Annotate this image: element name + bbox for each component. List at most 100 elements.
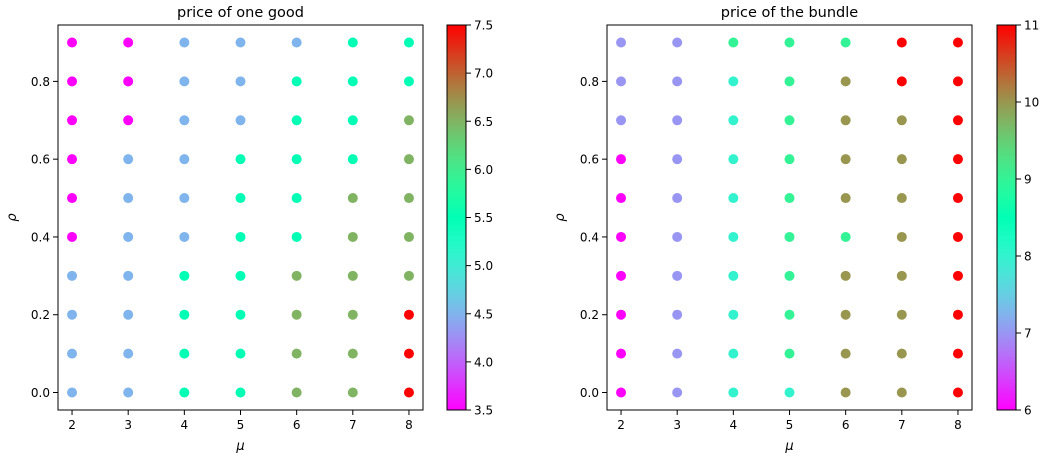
y-tick-label: 0.4 xyxy=(31,230,50,244)
chart-price-bundle: price of the bundle 2 3 4 5 6 7 8 0.0 0.2 0.4 0.6 0… xyxy=(553,5,1039,454)
y-tick-label: 0.0 xyxy=(580,386,599,400)
scatter-point xyxy=(672,193,683,204)
x-tick-label: 8 xyxy=(405,418,413,432)
scatter-point xyxy=(235,387,246,398)
scatter-point xyxy=(347,154,358,165)
scatter-point xyxy=(235,154,246,165)
scatter-point xyxy=(179,37,190,48)
colorbar-tick-label: 4.5 xyxy=(474,307,493,321)
scatter-point xyxy=(784,193,795,204)
x-tick-label: 5 xyxy=(237,418,245,432)
scatter-point xyxy=(347,76,358,87)
scatter-point xyxy=(67,115,78,126)
y-tick-label: 0.2 xyxy=(31,308,50,322)
scatter-point xyxy=(291,270,302,281)
scatter-point xyxy=(616,348,627,359)
scatter-point xyxy=(952,37,963,48)
scatter-point xyxy=(840,37,851,48)
scatter-point xyxy=(840,348,851,359)
scatter-point xyxy=(952,193,963,204)
scatter-point xyxy=(728,270,739,281)
x-tick-label: 7 xyxy=(898,418,906,432)
scatter-point xyxy=(896,154,907,165)
scatter-point xyxy=(235,37,246,48)
scatter-point xyxy=(67,76,78,87)
scatter-point xyxy=(123,37,134,48)
scatter-point xyxy=(672,76,683,87)
scatter-point xyxy=(616,193,627,204)
y-tick-label: 0.6 xyxy=(31,153,50,167)
scatter-point xyxy=(179,270,190,281)
scatter-point xyxy=(235,76,246,87)
scatter-point xyxy=(291,387,302,398)
y-tick-label: 0.8 xyxy=(580,75,599,89)
scatter-point xyxy=(784,270,795,281)
scatter-point xyxy=(672,154,683,165)
scatter-point xyxy=(616,154,627,165)
scatter-point xyxy=(179,231,190,242)
colorbar-tick-label: 3.5 xyxy=(474,404,493,418)
scatter-point xyxy=(403,115,414,126)
scatter-point xyxy=(952,115,963,126)
scatter-point xyxy=(896,76,907,87)
scatter-point xyxy=(403,270,414,281)
scatter-point xyxy=(896,193,907,204)
colorbar-frame xyxy=(446,24,467,411)
scatter-point xyxy=(952,154,963,165)
y-axis-label: ρ xyxy=(553,213,568,222)
scatter-point xyxy=(784,37,795,48)
scatter-point xyxy=(179,193,190,204)
scatter-point xyxy=(123,115,134,126)
scatter-point xyxy=(123,387,134,398)
x-tick-label: 5 xyxy=(786,418,794,432)
scatter-point xyxy=(896,309,907,320)
scatter-point xyxy=(672,387,683,398)
scatter-point xyxy=(291,37,302,48)
scatter-point xyxy=(784,387,795,398)
scatter-point xyxy=(403,154,414,165)
scatter-point xyxy=(123,348,134,359)
scatter-point xyxy=(67,193,78,204)
scatter-point xyxy=(403,37,414,48)
scatter-point xyxy=(840,231,851,242)
scatter-point xyxy=(123,231,134,242)
scatter-point xyxy=(67,154,78,165)
chart-price-one-good: price of one good 2 3 4 5 6 7 8 0.0 0.2 0.4 0.6 0.8… xyxy=(5,5,493,454)
scatter-point xyxy=(672,37,683,48)
scatter-point xyxy=(67,348,78,359)
chart-title: price of one good xyxy=(177,5,304,21)
scatter-point xyxy=(67,231,78,242)
scatter-point xyxy=(347,37,358,48)
x-tick-label: 7 xyxy=(349,418,357,432)
scatter-point xyxy=(728,115,739,126)
colorbar-tick-label: 6 xyxy=(1024,404,1032,418)
scatter-point xyxy=(179,115,190,126)
scatter-point xyxy=(123,309,134,320)
scatter-point xyxy=(840,387,851,398)
colorbar-tick-label: 6.5 xyxy=(474,115,493,129)
scatter-point xyxy=(840,193,851,204)
scatter-point xyxy=(235,309,246,320)
scatter-point xyxy=(291,231,302,242)
scatter-point xyxy=(67,37,78,48)
x-tick-label: 6 xyxy=(293,418,301,432)
colorbar-tick-label: 5.5 xyxy=(474,211,493,225)
scatter-point xyxy=(952,309,963,320)
scatter-point xyxy=(840,270,851,281)
scatter-point xyxy=(403,348,414,359)
scatter-point xyxy=(235,231,246,242)
scatter-point xyxy=(784,231,795,242)
scatter-point xyxy=(840,309,851,320)
x-tick-label: 2 xyxy=(68,418,76,432)
x-tick-label: 4 xyxy=(181,418,189,432)
scatter-point xyxy=(235,115,246,126)
scatter-point xyxy=(179,309,190,320)
scatter-point xyxy=(347,115,358,126)
scatter-point xyxy=(403,309,414,320)
scatter-point xyxy=(672,309,683,320)
colorbar-frame xyxy=(996,24,1017,411)
x-tick-label: 3 xyxy=(673,418,681,432)
scatter-point xyxy=(291,193,302,204)
scatter-point xyxy=(840,76,851,87)
